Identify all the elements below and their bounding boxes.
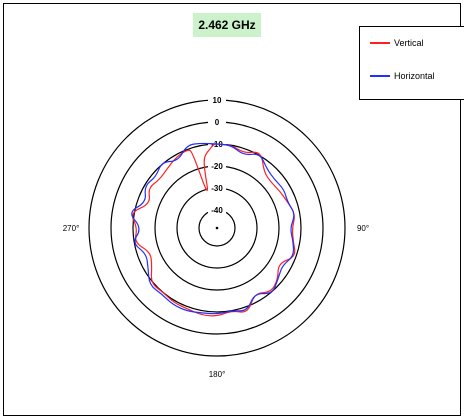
radial-tick-bg-0 [208,95,226,104]
angle-labels: 90° 180° 270° [63,224,369,379]
series-line-horizontal [131,142,295,315]
center-point [215,226,219,230]
legend: Vertical Horizontal [359,26,464,100]
angle-label-180: 180° [209,370,226,379]
radial-tick-label-5: -40 [211,206,223,215]
legend-item-vertical: Vertical [370,38,424,48]
series-lines [131,142,296,317]
chart-title: 2.462 GHz [193,13,261,37]
radial-tick-label-0: 10 [213,96,222,105]
radial-tick-bg-4 [208,183,226,192]
legend-swatch-horizontal [370,75,390,77]
radial-tick-bg-5 [208,205,226,214]
legend-swatch-vertical [370,42,390,44]
legend-label-vertical: Vertical [394,38,424,48]
radial-tick-label-1: 0 [215,118,220,127]
radial-tick-label-4: -30 [211,184,223,193]
radial-tick-bg-3 [208,161,226,170]
radial-tick-bg-1 [208,117,226,126]
legend-item-horizontal: Horizontal [370,71,435,81]
polar-chart: 100-10-20-30-40 90°180°270° [63,95,369,379]
legend-label-horizontal: Horizontal [394,71,435,81]
radial-tick-label-3: -20 [211,162,223,171]
series-line-vertical [132,143,296,317]
radial-tick-labels: 100-10-20-30-40 [208,95,226,215]
chart-frame: 10 0 -10 -20 -30 -40 90° 180° 270° 2.462 GHz Ve… [3,3,464,416]
angle-label-270: 270° [63,224,80,233]
angle-label-90: 90° [357,224,369,233]
